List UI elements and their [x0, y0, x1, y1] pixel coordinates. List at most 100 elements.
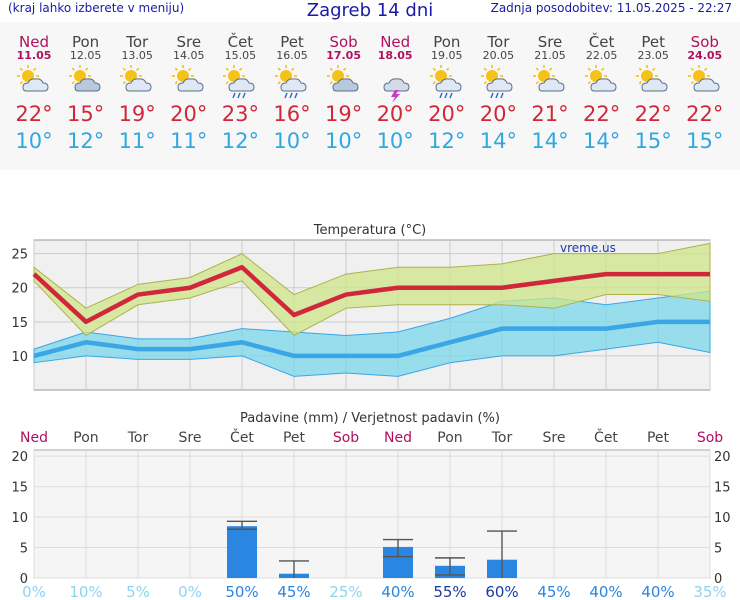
day-name: Ned — [380, 33, 411, 51]
min-temperature: 14° — [479, 129, 517, 153]
precipitation-tick-left: 15 — [11, 481, 28, 496]
min-temperature: 12° — [221, 129, 259, 153]
day-date: 16.05 — [276, 49, 308, 62]
precipitation-probability: 35% — [693, 583, 726, 600]
precipitation-tick-right: 10 — [714, 511, 731, 526]
precipitation-probability: 0% — [22, 583, 46, 600]
precipitation-probability: 40% — [381, 583, 414, 600]
precipitation-tick-left: 0 — [20, 572, 28, 587]
precipitation-tick-left: 10 — [11, 511, 28, 526]
day-date: 20.05 — [482, 49, 515, 62]
day-name: Tor — [126, 33, 149, 51]
precipitation-day-label: Tor — [127, 430, 149, 446]
day-name: Pet — [280, 33, 304, 51]
day-name: Čet — [588, 33, 615, 51]
cloudy-sun-icon — [61, 62, 111, 102]
precipitation-probability: 45% — [277, 583, 310, 600]
day-date: 15.05 — [224, 49, 257, 62]
max-temperature: 20° — [428, 102, 466, 126]
day-date: 22.05 — [585, 49, 618, 62]
max-temperature: 19° — [324, 102, 363, 126]
watermark: vreme.us — [560, 241, 616, 255]
sun-rain-icon — [422, 62, 472, 102]
min-temperature: 10° — [15, 129, 53, 153]
precipitation-day-label: Sob — [697, 430, 723, 446]
day-date: 17.05 — [326, 49, 361, 62]
precipitation-tick-right: 15 — [714, 481, 731, 496]
sun-rain-icon — [215, 62, 265, 102]
day-column: Sre 21.05 21° 14° — [525, 22, 575, 156]
precipitation-day-label: Ned — [384, 430, 412, 446]
day-date: 14.05 — [173, 49, 205, 62]
precipitation-probability: 55% — [433, 583, 466, 600]
location-menu-hint[interactable]: (kraj lahko izberete v meniju) — [8, 1, 185, 15]
min-temperature: 10° — [324, 129, 363, 153]
precipitation-probability: 40% — [589, 583, 622, 600]
max-temperature: 22° — [582, 102, 621, 126]
precipitation-day-label: Pon — [437, 430, 462, 446]
max-temperature: 20° — [376, 102, 414, 126]
precipitation-bar — [227, 526, 257, 578]
min-temperature: 11° — [118, 129, 156, 153]
min-temperature: 11° — [170, 129, 208, 153]
header-bar: (kraj lahko izberete v meniju) Zagreb 14… — [0, 0, 740, 22]
precipitation-probability: 5% — [126, 583, 150, 600]
temperature-tick-label: 20 — [11, 282, 28, 297]
day-column: Pon 19.05 20° 12° — [422, 22, 472, 156]
precipitation-tick-right: 5 — [714, 542, 722, 557]
max-temperature: 21° — [531, 102, 569, 126]
max-temperature: 19° — [118, 102, 156, 126]
day-name: Pon — [71, 33, 100, 51]
precipitation-probability: 0% — [178, 583, 202, 600]
last-updated: Zadnja posodobitev: 11.05.2025 - 22:27 — [490, 1, 732, 15]
min-temperature: 14° — [582, 129, 621, 153]
precipitation-day-label: Čet — [594, 428, 618, 446]
day-name: Čet — [227, 33, 254, 51]
sun-rain-icon — [267, 62, 317, 102]
min-temperature: 12° — [428, 129, 466, 153]
day-date: 24.05 — [687, 49, 723, 62]
precipitation-probability: 50% — [225, 583, 258, 600]
partly-cloudy-sun-icon — [680, 62, 730, 102]
forecast-charts: 10 15 20 25 Temperatura (°C) vreme.us Padavine… — [11, 223, 731, 600]
day-date: 18.05 — [377, 49, 413, 62]
day-name: Sob — [329, 33, 358, 51]
precipitation-day-label: Pet — [647, 430, 670, 446]
precipitation-day-label: Tor — [491, 430, 513, 446]
day-column: Sob 17.05 19° 10° — [319, 22, 369, 156]
day-name: Tor — [487, 33, 510, 51]
precipitation-day-label: Čet — [230, 428, 254, 446]
min-temperature: 10° — [273, 129, 311, 153]
precipitation-tick-left: 5 — [20, 542, 28, 557]
day-column: Pet 23.05 22° 15° — [628, 22, 678, 156]
max-temperature: 20° — [479, 102, 517, 126]
temperature-tick-label: 25 — [11, 248, 28, 263]
day-column: Sre 14.05 20° 11° — [164, 22, 214, 156]
precipitation-probability: 45% — [537, 583, 570, 600]
partly-cloudy-sun-icon — [577, 62, 627, 102]
day-date: 12.05 — [69, 49, 102, 62]
partly-cloudy-sun-icon — [164, 62, 214, 102]
day-name: Pon — [433, 33, 461, 51]
page-title: Zagreb 14 dni — [306, 0, 434, 21]
day-column: Ned 18.05 20° 10° — [370, 22, 420, 156]
precipitation-tick-right: 20 — [714, 450, 731, 465]
day-column: Pet 16.05 16° 10° — [267, 22, 317, 156]
sun-rain-icon — [473, 62, 523, 102]
min-temperature: 15° — [686, 129, 724, 153]
partly-cloudy-sun-icon — [525, 62, 575, 102]
day-date: 13.05 — [121, 49, 153, 62]
cloudy-sun-icon — [319, 62, 369, 102]
partly-cloudy-sun-icon — [9, 62, 59, 102]
precipitation-plot-area — [33, 449, 711, 579]
partly-cloudy-sun-icon — [112, 62, 162, 102]
day-column: Ned 11.05 22° 10° — [9, 22, 59, 156]
max-temperature: 22° — [634, 102, 672, 126]
temperature-chart-title: Temperatura (°C) — [313, 223, 426, 238]
day-column: Sob 24.05 22° 15° — [680, 22, 730, 156]
day-date: 21.05 — [534, 49, 566, 62]
precipitation-chart-title: Padavine (mm) / Verjetnost padavin (%) — [240, 411, 500, 426]
max-temperature: 15° — [66, 102, 105, 126]
min-temperature: 12° — [66, 129, 105, 153]
day-name: Sre — [176, 33, 202, 51]
